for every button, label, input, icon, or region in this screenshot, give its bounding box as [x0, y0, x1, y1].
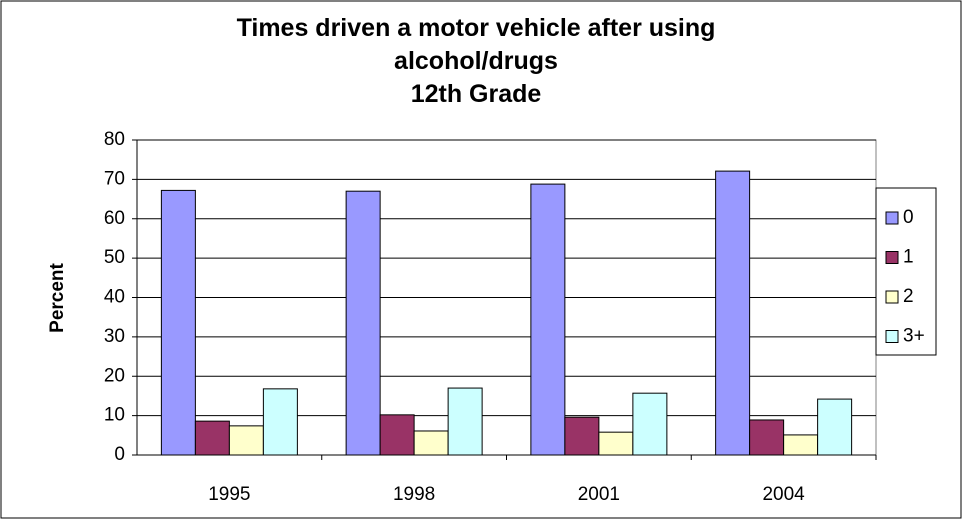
- y-tick-label: 40: [104, 287, 125, 308]
- bar: [715, 170, 751, 456]
- y-tick-label: 60: [104, 208, 125, 229]
- legend-swatch: [885, 211, 899, 225]
- bar: [194, 420, 230, 456]
- bar: [160, 189, 196, 456]
- legend-label: 3+: [903, 326, 925, 347]
- bar: [413, 430, 449, 456]
- y-axis-label: Percent: [47, 262, 68, 332]
- bar: [783, 434, 819, 456]
- bar: [379, 414, 415, 456]
- legend-label: 0: [903, 207, 914, 228]
- bar: [817, 398, 853, 456]
- bar: [447, 387, 483, 456]
- bar: [345, 190, 381, 456]
- legend-swatch: [885, 251, 899, 264]
- y-tick-label: 50: [104, 247, 125, 268]
- bar: [564, 416, 600, 456]
- bar: [632, 392, 668, 456]
- legend-label: 2: [903, 286, 914, 307]
- bar: [262, 388, 298, 456]
- x-tick-label: 2001: [578, 484, 620, 505]
- chart-title: Times driven a motor vehicle after using…: [236, 14, 716, 75]
- y-tick-label: 30: [104, 326, 125, 347]
- y-tick-label: 0: [114, 444, 125, 465]
- y-tick-label: 70: [104, 168, 125, 189]
- chart-subtitle: 12th Grade: [410, 80, 542, 108]
- bar: [598, 431, 634, 456]
- legend-label: 1: [903, 247, 914, 268]
- y-tick-label: 10: [104, 405, 125, 426]
- bar: [749, 419, 785, 456]
- bar: [530, 183, 566, 456]
- legend-swatch: [885, 330, 899, 343]
- bar: [228, 425, 264, 456]
- x-tick-label: 1995: [208, 484, 250, 505]
- legend-swatch: [885, 290, 899, 304]
- y-tick-label: 80: [104, 129, 125, 150]
- y-tick-label: 20: [104, 365, 125, 386]
- x-tick-label: 2004: [762, 484, 805, 505]
- chart-title-block: Times driven a motor vehicle after using…: [206, 12, 746, 111]
- x-tick-label: 1998: [393, 484, 435, 505]
